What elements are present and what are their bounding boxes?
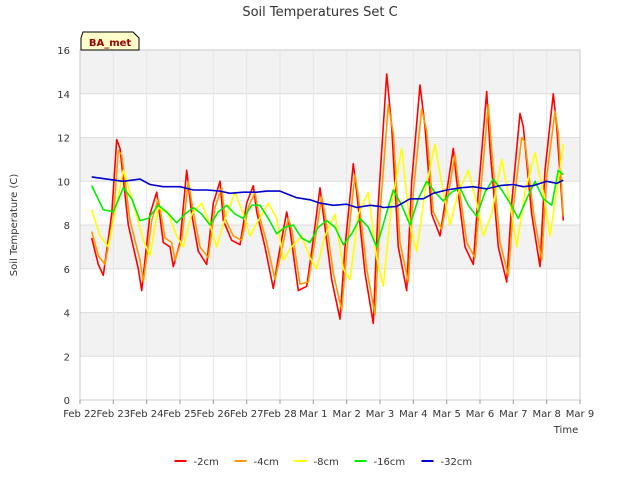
series-line-32cm [91, 176, 564, 209]
x-tick-label: Feb 23 [97, 409, 131, 420]
legend-label: -16cm [374, 457, 406, 468]
series-lines [90, 73, 565, 325]
series-line-4cm [90, 103, 565, 316]
x-tick-label: Feb 25 [163, 409, 197, 420]
grid-band [80, 137, 580, 182]
y-tick-label: 10 [57, 177, 70, 188]
series-line-2cm [90, 73, 565, 325]
x-tick-label: Feb 27 [230, 409, 264, 420]
y-tick-label: 16 [57, 46, 70, 57]
legend-label: -8cm [314, 457, 339, 468]
y-tick-label: 12 [57, 134, 70, 145]
grid-band [80, 312, 580, 357]
station-badge: BA_met [80, 31, 140, 51]
x-tick-label: Feb 26 [197, 409, 231, 420]
chart-title: Soil Temperatures Set C [242, 5, 397, 20]
x-tick-label: Feb 24 [130, 409, 164, 420]
x-tick-label: Feb 22 [63, 409, 97, 420]
y-tick-label: 4 [64, 309, 70, 320]
x-tick-label: Mar 7 [499, 409, 527, 420]
x-tick-label: Mar 5 [432, 409, 460, 420]
x-tick-label: Mar 6 [466, 409, 494, 420]
y-axis-label: Soil Temperature (C) [9, 174, 20, 277]
y-tick-label: 14 [57, 90, 70, 101]
legend-item: -16cm [354, 457, 406, 468]
x-tick-label: Mar 1 [299, 409, 327, 420]
legend-item: -32cm [421, 457, 473, 468]
y-tick-label: 8 [64, 221, 70, 232]
legend-label: -4cm [254, 457, 279, 468]
y-tick-label: 0 [64, 396, 70, 407]
legend-item: -4cm [234, 457, 279, 468]
series-line-8cm [90, 143, 565, 288]
grid-band [80, 50, 580, 94]
legend-item: -8cm [294, 457, 339, 468]
legend: -2cm -4cm -8cm -16cm -32cm [174, 457, 473, 468]
badge-label: BA_met [89, 38, 132, 49]
plot-area [79, 49, 581, 401]
plot-frame [79, 49, 581, 401]
badge-shape [80, 31, 140, 51]
y-tick-label: 2 [64, 352, 70, 363]
x-tick-label: Mar 8 [532, 409, 560, 420]
series-line-16cm [90, 169, 564, 248]
y-axis: 0 2 4 6 8 10 12 14 16 [57, 46, 70, 407]
x-axis: Feb 22 Feb 23 Feb 24 Feb 25 Feb 26 Feb 27 Feb … [63, 400, 594, 420]
legend-label: -2cm [194, 457, 219, 468]
legend-item: -2cm [174, 457, 219, 468]
x-tick-label: Mar 2 [332, 409, 360, 420]
x-tick-label: Feb 28 [263, 409, 297, 420]
x-tick-label: Mar 3 [366, 409, 394, 420]
x-tick-label: Mar 9 [566, 409, 594, 420]
y-tick-label: 6 [64, 265, 70, 276]
x-axis-label: Time [553, 425, 578, 436]
legend-label: -32cm [441, 457, 473, 468]
x-tick-label: Mar 4 [399, 409, 427, 420]
